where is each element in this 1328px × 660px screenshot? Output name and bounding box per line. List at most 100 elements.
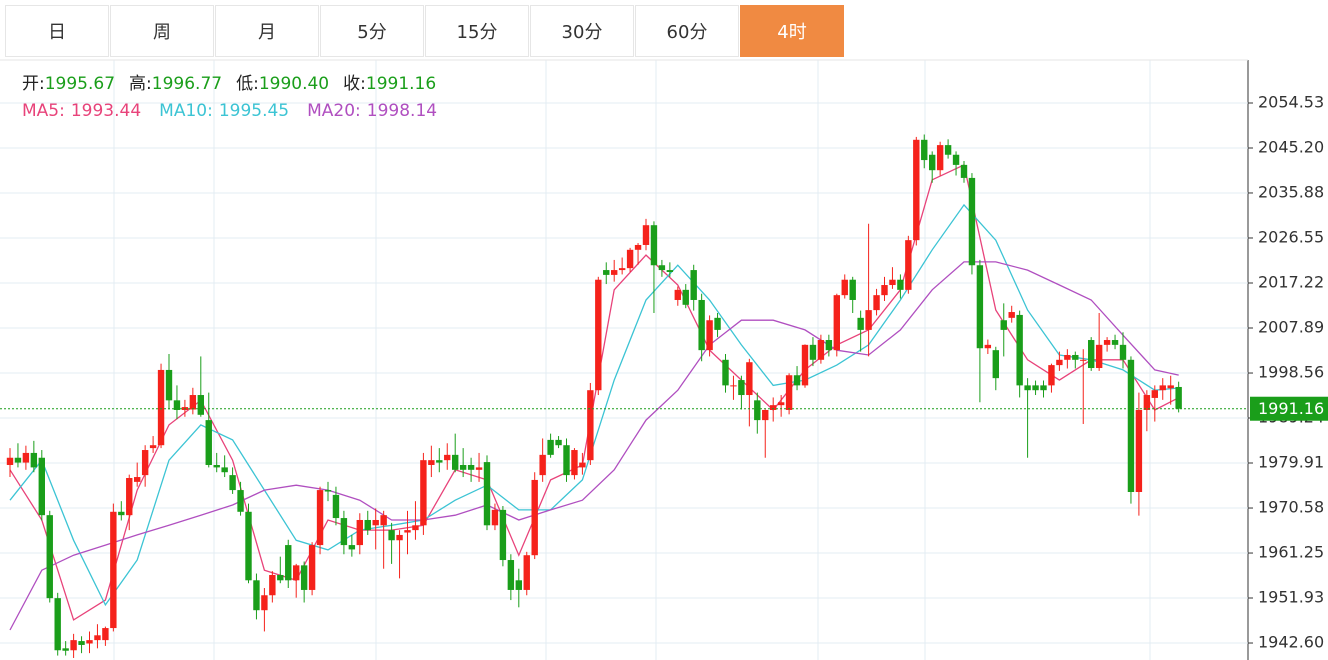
- candle-body: [587, 390, 594, 461]
- candle-body: [110, 511, 117, 629]
- candle-body: [102, 628, 109, 641]
- candle-body: [611, 270, 618, 275]
- candle-body: [1064, 354, 1071, 360]
- candle-body: [849, 279, 856, 300]
- period-tab[interactable]: 周: [110, 5, 214, 57]
- ma-legend-name: MA10:: [159, 101, 213, 121]
- candle-body: [579, 462, 586, 468]
- ohlc-label: 低:: [236, 74, 259, 94]
- candle-body: [1095, 344, 1103, 369]
- y-tick-label: 1951.93: [1258, 588, 1324, 607]
- candle-body: [412, 525, 419, 531]
- candle-body: [1080, 359, 1087, 361]
- period-tab[interactable]: 60分: [635, 5, 739, 57]
- candle-body: [428, 460, 435, 465]
- period-tab[interactable]: 4时: [740, 5, 844, 57]
- candle-body: [690, 270, 697, 300]
- candle-body: [936, 145, 944, 171]
- candle-body: [1024, 385, 1031, 391]
- candle-body: [754, 400, 761, 421]
- ohlc-value: 1991.16: [366, 74, 436, 94]
- candle-body: [793, 375, 801, 386]
- ohlc-value: 1995.67: [45, 74, 115, 94]
- last-price-label: 1991.16: [1258, 399, 1324, 418]
- ma-legend-value: 1993.44: [71, 101, 141, 121]
- candle-body: [62, 648, 69, 651]
- candle-body: [94, 635, 101, 641]
- candle-body: [1103, 340, 1111, 345]
- candle-body: [1040, 385, 1047, 391]
- candle-body: [459, 464, 467, 470]
- candle-body: [261, 595, 268, 611]
- y-tick-label: 2007.89: [1258, 318, 1324, 337]
- candle-body: [420, 460, 427, 526]
- candle-body: [269, 574, 276, 596]
- candle-body: [595, 279, 602, 391]
- candle-body: [809, 344, 817, 360]
- candle-body: [277, 574, 284, 581]
- candle-body: [507, 560, 515, 590]
- candle-body: [841, 279, 848, 296]
- candle-body: [873, 295, 880, 311]
- candle-body: [348, 545, 356, 550]
- candle-body: [1111, 340, 1119, 345]
- candle-body: [173, 400, 181, 410]
- ohlc-label: 收:: [343, 74, 366, 94]
- candle-body: [1088, 340, 1095, 369]
- ma-legend-value: 1995.45: [219, 101, 289, 121]
- candle-body: [555, 439, 562, 446]
- candle-body: [6, 457, 14, 465]
- candle-body: [666, 270, 674, 272]
- candle-body: [229, 475, 236, 491]
- candle-body: [364, 519, 371, 531]
- candle-body: [356, 519, 363, 546]
- candle-body: [467, 464, 475, 470]
- candle-body: [22, 452, 30, 463]
- candle-body: [523, 555, 530, 590]
- y-tick-label: 1961.25: [1258, 543, 1324, 562]
- y-tick-label: 1998.56: [1258, 363, 1324, 382]
- candle-body: [380, 515, 387, 526]
- period-tab[interactable]: 15分: [425, 5, 529, 57]
- period-tab[interactable]: 5分: [320, 5, 424, 57]
- candle-body: [539, 454, 546, 476]
- candle-body: [1175, 386, 1182, 409]
- candle-body: [857, 317, 864, 330]
- candle-body: [70, 640, 77, 651]
- candle-body: [952, 154, 960, 165]
- candle-body: [984, 344, 992, 349]
- y-tick-label: 2054.53: [1258, 92, 1324, 111]
- candle-body: [1072, 354, 1079, 360]
- candle-body: [293, 565, 300, 581]
- candle-body: [746, 362, 753, 396]
- candle-body: [1119, 344, 1127, 360]
- candle-body: [658, 265, 666, 271]
- ma-line: [9, 261, 1179, 631]
- ohlc-label: 高:: [129, 74, 152, 94]
- candle-body: [38, 457, 45, 516]
- candle-body: [714, 317, 721, 330]
- candle-body: [706, 320, 713, 351]
- candle-body: [118, 511, 125, 516]
- candle-body: [1143, 395, 1151, 410]
- candle-body: [165, 369, 173, 401]
- candle-body: [245, 511, 252, 581]
- candle-body: [372, 519, 379, 526]
- candle-body: [563, 445, 570, 476]
- period-tabs: 日周月 5分 15分 30分 60分 4时: [5, 5, 845, 59]
- candle-body: [388, 530, 395, 541]
- y-tick-label: 2035.88: [1258, 182, 1324, 201]
- candle-body: [770, 405, 777, 410]
- candle-body: [1056, 359, 1063, 366]
- candle-body: [253, 580, 260, 611]
- candle-body: [547, 439, 554, 455]
- period-tab[interactable]: 月: [215, 5, 319, 57]
- candle-body: [1135, 409, 1143, 493]
- candle-body: [237, 490, 244, 512]
- candle-body: [992, 350, 999, 379]
- candle-body: [1159, 385, 1166, 391]
- period-tab[interactable]: 日: [5, 5, 109, 57]
- period-tab[interactable]: 30分: [530, 5, 634, 57]
- candle-body: [682, 289, 689, 305]
